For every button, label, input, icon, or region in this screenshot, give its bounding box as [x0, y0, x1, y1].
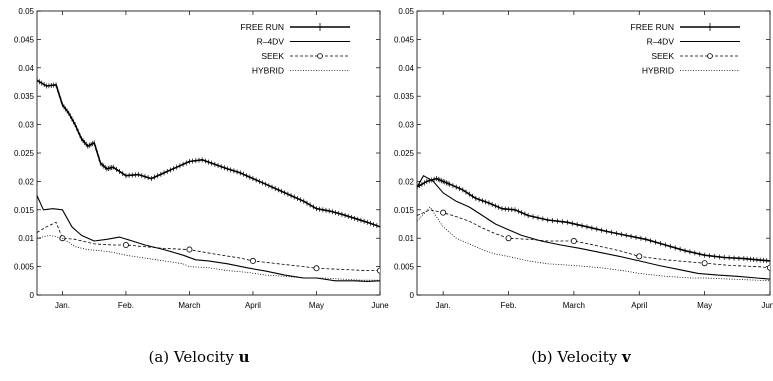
legend: FREE RUN R–4DV SEEK HYBRID [241, 22, 350, 76]
y-tick-label: 0.01 [18, 234, 34, 243]
y-tick-label: 0.05 [18, 7, 34, 16]
legend-label: SEEK [651, 51, 674, 61]
series-marker [313, 265, 320, 272]
series-line-dashed-circle [37, 221, 380, 272]
x-tick-label: June [371, 301, 389, 310]
y-tick-label: 0.015 [14, 206, 35, 215]
y-tick-label: 0 [30, 291, 35, 300]
series-marker [377, 267, 380, 274]
legend-label: FREE RUN [241, 22, 284, 32]
series-marker [570, 238, 577, 245]
caption-symbol: v [621, 348, 632, 366]
y-tick-label: 0.035 [394, 92, 415, 101]
series-group [37, 77, 380, 282]
series-line-dotted [417, 206, 770, 282]
x-tick-label: April [631, 301, 647, 310]
series-marker [440, 209, 447, 216]
chart-caption: (a) Velocity u [149, 348, 250, 366]
series-line-dashed-circle [417, 209, 770, 269]
x-tick-label: Jan. [436, 301, 451, 310]
x-tick-label: Feb. [501, 301, 517, 310]
y-tick-label: 0.02 [18, 177, 34, 186]
y-tick-label: 0.04 [18, 64, 34, 73]
chart-panel-2: 0 0.005 0.01 0.015 0.02 0.025 0.03 0.035 0.04 0.0… [394, 7, 773, 366]
plot-frame [36, 10, 381, 296]
legend-label: HYBRID [252, 66, 284, 76]
series-marker [767, 264, 770, 271]
series-line-solid-cross [417, 177, 770, 262]
y-tick-label: 0.03 [18, 121, 34, 130]
legend-marker [707, 53, 713, 59]
y-tick-label: 0.03 [398, 121, 414, 130]
y-tick-label: 0.045 [14, 35, 35, 44]
y-tick-label: 0.05 [398, 7, 414, 16]
series-line-dotted [37, 234, 380, 281]
legend-label: R–4DV [647, 37, 675, 47]
series-marker [505, 235, 512, 242]
caption-prefix: (b) Velocity [531, 348, 622, 366]
caption-symbol: u [239, 348, 250, 366]
series-marker [122, 242, 129, 249]
y-tick-label: 0.02 [398, 177, 414, 186]
chart-caption: (b) Velocity v [531, 348, 632, 366]
x-tick-label: Feb. [118, 301, 134, 310]
legend-marker [317, 53, 323, 59]
y-tick-label: 0.005 [394, 263, 415, 272]
y-tick-label: 0.025 [394, 149, 415, 158]
y-tick-label: 0.04 [398, 64, 414, 73]
plot-frame [416, 10, 771, 296]
legend-label: FREE RUN [631, 22, 674, 32]
y-tick-label: 0.045 [394, 35, 415, 44]
y-tick-label: 0.005 [14, 263, 35, 272]
series-marker [186, 246, 193, 253]
series-marker [249, 257, 256, 264]
series-group [417, 175, 770, 282]
y-tick-label: 0.035 [14, 92, 35, 101]
x-tick-label: May [697, 301, 712, 310]
series-line-solid-cross [37, 79, 380, 228]
x-tick-label: June [761, 301, 773, 310]
y-tick-label: 0.01 [398, 234, 414, 243]
caption-prefix: (a) Velocity [149, 348, 239, 366]
series-line-solid [417, 175, 770, 280]
legend-label: R–4DV [257, 37, 285, 47]
series-line-solid [37, 195, 380, 282]
x-tick-label: April [245, 301, 261, 310]
legend: FREE RUN R–4DV SEEK HYBRID [631, 22, 740, 76]
chart-panel-1: 0 0.005 0.01 0.015 0.02 0.025 0.03 0.035 0.04 0.0… [14, 7, 389, 366]
y-tick-label: 0.025 [14, 149, 35, 158]
y-tick-label: 0.015 [394, 206, 415, 215]
x-tick-label: March [563, 301, 585, 310]
y-tick-label: 0 [410, 291, 415, 300]
legend-label: HYBRID [642, 66, 674, 76]
legend-label: SEEK [261, 51, 284, 61]
x-tick-label: March [178, 301, 200, 310]
series-marker [701, 260, 708, 267]
series-marker [636, 253, 643, 260]
x-tick-label: May [309, 301, 324, 310]
x-tick-label: Jan. [55, 301, 70, 310]
